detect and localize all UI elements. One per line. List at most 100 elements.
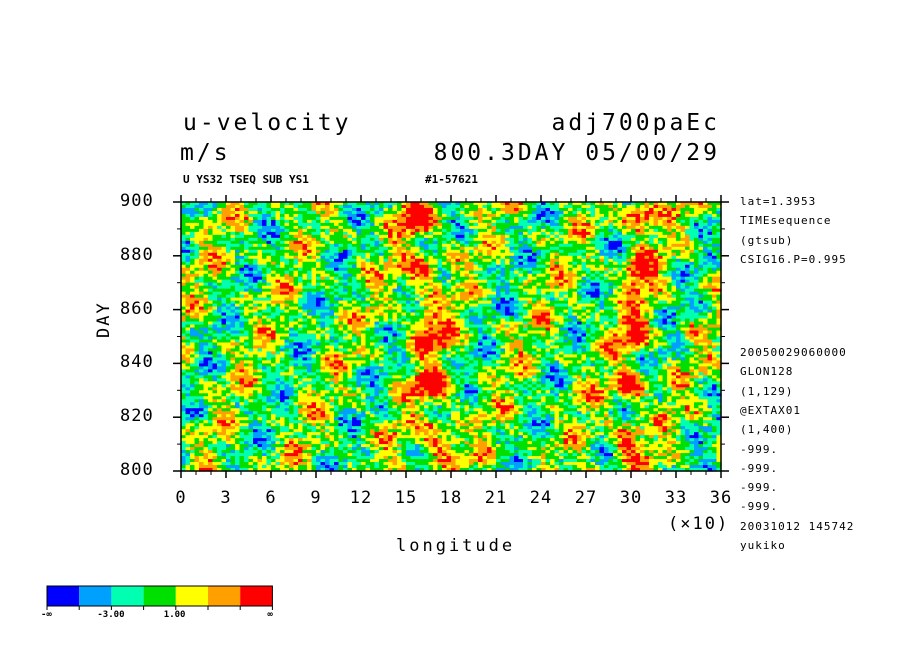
- heatmap-cell: [181, 282, 187, 287]
- heatmap-cell: [325, 306, 331, 311]
- heatmap-cell: [388, 261, 394, 266]
- heatmap-cell: [658, 258, 664, 263]
- heatmap-cell: [712, 261, 718, 266]
- heatmap-cell: [428, 249, 434, 254]
- heatmap-cell: [662, 312, 668, 317]
- heatmap-cell: [388, 216, 394, 221]
- heatmap-cell: [644, 288, 650, 293]
- heatmap-cell: [491, 219, 497, 224]
- heatmap-cell: [658, 231, 664, 236]
- heatmap-cell: [631, 273, 637, 278]
- heatmap-cell: [266, 243, 272, 248]
- heatmap-cell: [518, 222, 524, 227]
- heatmap-cell: [550, 240, 556, 245]
- heatmap-cell: [635, 231, 641, 236]
- heatmap-cell: [284, 306, 290, 311]
- heatmap-cell: [469, 267, 475, 272]
- heatmap-cell: [487, 213, 493, 218]
- heatmap-cell: [401, 210, 407, 215]
- heatmap-cell: [613, 300, 619, 305]
- heatmap-cell: [554, 243, 560, 248]
- heatmap-cell: [302, 306, 308, 311]
- heatmap-cell: [226, 258, 232, 263]
- heatmap-cell: [608, 303, 614, 308]
- heatmap-cell: [622, 204, 628, 209]
- heatmap-cell: [491, 291, 497, 296]
- heatmap-cell: [199, 285, 205, 290]
- heatmap-cell: [181, 318, 187, 323]
- heatmap-cell: [469, 255, 475, 260]
- heatmap-cell: [190, 255, 196, 260]
- heatmap-cell: [334, 267, 340, 272]
- heatmap-cell: [631, 213, 637, 218]
- heatmap-cell: [464, 255, 470, 260]
- heatmap-cell: [568, 225, 574, 230]
- heatmap-cell: [595, 285, 601, 290]
- heatmap-cell: [482, 261, 488, 266]
- heatmap-cell: [631, 258, 637, 263]
- heatmap-cell: [667, 234, 673, 239]
- heatmap-cell: [329, 234, 335, 239]
- heatmap-cell: [469, 291, 475, 296]
- heatmap-cell: [685, 234, 691, 239]
- heatmap-cell: [370, 276, 376, 281]
- heatmap-cell: [631, 225, 637, 230]
- heatmap-cell: [451, 264, 457, 269]
- heatmap-cell: [226, 231, 232, 236]
- heatmap-cell: [311, 246, 317, 251]
- heatmap-cell: [343, 228, 349, 233]
- heatmap-cell: [640, 240, 646, 245]
- heatmap-cell: [410, 309, 416, 314]
- heatmap-cell: [181, 210, 187, 215]
- heatmap-cell: [460, 225, 466, 230]
- heatmap-cell: [631, 219, 637, 224]
- heatmap-cell: [442, 246, 448, 251]
- heatmap-cell: [545, 243, 551, 248]
- heatmap-cell: [514, 270, 520, 275]
- heatmap-cell: [604, 294, 610, 299]
- heatmap-cell: [500, 318, 506, 323]
- heatmap-cell: [320, 318, 326, 323]
- heatmap-cell: [320, 300, 326, 305]
- heatmap-cell: [658, 264, 664, 269]
- heatmap-cell: [293, 300, 299, 305]
- heatmap-cell: [248, 303, 254, 308]
- heatmap-cell: [221, 273, 227, 278]
- heatmap-cell: [532, 228, 538, 233]
- heatmap-cell: [397, 246, 403, 251]
- heatmap-cell: [586, 306, 592, 311]
- heatmap-cell: [550, 279, 556, 284]
- heatmap-cell: [334, 237, 340, 242]
- heatmap-cell: [653, 207, 659, 212]
- heatmap-cell: [671, 315, 677, 320]
- heatmap-cell: [559, 213, 565, 218]
- heatmap-cell: [698, 309, 704, 314]
- heatmap-cell: [617, 213, 623, 218]
- heatmap-cell: [604, 285, 610, 290]
- heatmap-cell: [271, 255, 277, 260]
- heatmap-cell: [572, 243, 578, 248]
- heatmap-cell: [266, 246, 272, 251]
- heatmap-cell: [266, 234, 272, 239]
- heatmap-cell: [514, 213, 520, 218]
- heatmap-cell: [320, 273, 326, 278]
- heatmap-cell: [676, 285, 682, 290]
- heatmap-cell: [469, 297, 475, 302]
- heatmap-cell: [235, 231, 241, 236]
- heatmap-cell: [356, 243, 362, 248]
- heatmap-cell: [685, 285, 691, 290]
- heatmap-cell: [464, 237, 470, 242]
- heatmap-cell: [415, 306, 421, 311]
- heatmap-cell: [685, 216, 691, 221]
- heatmap-cell: [595, 207, 601, 212]
- heatmap-cell: [622, 276, 628, 281]
- heatmap-cell: [536, 219, 542, 224]
- heatmap-cell: [334, 294, 340, 299]
- heatmap-cell: [239, 324, 245, 329]
- heatmap-cell: [257, 258, 263, 263]
- heatmap-cell: [388, 228, 394, 233]
- heatmap-cell: [401, 228, 407, 233]
- heatmap-cell: [181, 240, 187, 245]
- heatmap-cell: [563, 234, 569, 239]
- heatmap-cell: [374, 279, 380, 284]
